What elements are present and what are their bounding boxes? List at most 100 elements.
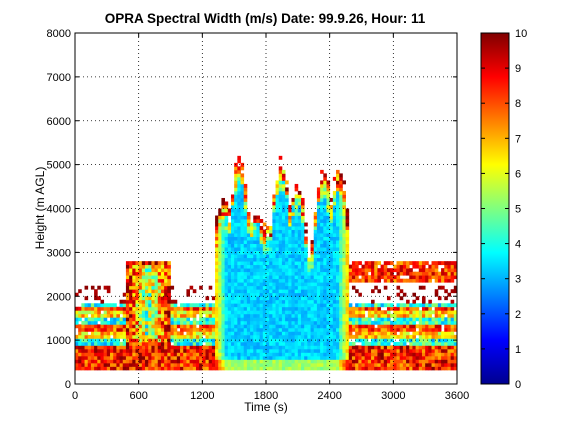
heatmap-cell: [329, 285, 334, 290]
heatmap-cell: [291, 320, 296, 325]
heatmap-cell: [428, 264, 432, 269]
heatmap-cell: [227, 296, 232, 301]
heatmap-cell: [234, 289, 238, 294]
heatmap-cell: [256, 275, 261, 280]
heatmap-cell: [275, 243, 280, 248]
heatmap-cell: [336, 250, 340, 255]
heatmap-cell: [272, 317, 276, 322]
heatmap-cell: [151, 359, 155, 364]
heatmap-cell: [281, 240, 286, 244]
heatmap-cell: [329, 275, 334, 280]
heatmap-cell: [307, 324, 311, 329]
heatmap-cell: [291, 229, 296, 234]
heatmap-cell: [259, 219, 264, 223]
heatmap-cell: [307, 355, 311, 360]
heatmap-cell: [304, 257, 308, 262]
heatmap-cell: [418, 348, 423, 353]
heatmap-cell: [294, 219, 299, 223]
heatmap-cell: [94, 320, 98, 325]
heatmap-cell: [173, 362, 178, 367]
heatmap-cell: [215, 278, 219, 283]
heatmap-cell: [154, 338, 159, 343]
heatmap-cell: [316, 275, 321, 280]
heatmap-cell: [75, 362, 79, 367]
heatmap-cell: [444, 359, 448, 364]
heatmap-cell: [304, 324, 308, 329]
heatmap-cell: [278, 341, 283, 346]
heatmap-cell: [367, 348, 372, 353]
heatmap-cell: [272, 355, 276, 360]
heatmap-cell: [332, 303, 337, 308]
heatmap-cell: [291, 236, 296, 241]
heatmap-cell: [227, 352, 232, 357]
heatmap-cell: [361, 317, 366, 322]
heatmap-cell: [450, 355, 455, 360]
heatmap-cell: [199, 345, 203, 350]
heatmap-cell: [304, 355, 308, 360]
y-tick-label: 4000: [47, 204, 71, 216]
heatmap-cell: [259, 327, 264, 332]
heatmap-cell: [243, 219, 248, 223]
heatmap-cell: [367, 366, 372, 371]
heatmap-cell: [215, 366, 219, 371]
heatmap-cell: [345, 222, 350, 227]
heatmap-cell: [288, 352, 292, 357]
heatmap-cell: [313, 215, 318, 220]
heatmap-cell: [355, 264, 359, 269]
heatmap-cell: [221, 229, 226, 234]
heatmap-cell: [164, 303, 168, 308]
heatmap-cell: [224, 219, 229, 223]
heatmap-cell: [320, 296, 324, 301]
heatmap-cell: [291, 275, 296, 280]
heatmap-cell: [380, 331, 385, 336]
heatmap-cell: [310, 254, 315, 259]
heatmap-cell: [336, 271, 340, 276]
heatmap-cell: [237, 254, 241, 259]
heatmap-cell: [336, 345, 340, 350]
heatmap-cell: [211, 359, 216, 364]
heatmap-cell: [246, 299, 251, 304]
heatmap-cell: [441, 334, 445, 339]
heatmap-cell: [304, 289, 308, 294]
heatmap-cell: [122, 303, 127, 308]
heatmap-cell: [447, 317, 452, 322]
heatmap-cell: [262, 299, 267, 304]
heatmap-cell: [234, 173, 238, 178]
heatmap-cell: [246, 303, 251, 308]
heatmap-cell: [361, 303, 366, 308]
heatmap-cell: [326, 212, 331, 216]
heatmap-cell: [199, 324, 203, 329]
heatmap-cell: [285, 187, 289, 192]
heatmap-cell: [301, 243, 305, 248]
heatmap-cell: [450, 310, 455, 315]
heatmap-cell: [132, 303, 136, 308]
heatmap-cell: [320, 240, 324, 244]
heatmap-cell: [154, 303, 159, 308]
heatmap-cell: [259, 257, 264, 262]
heatmap-cell: [110, 366, 114, 371]
heatmap-cell: [316, 306, 321, 311]
heatmap-cell: [402, 278, 407, 283]
heatmap-cell: [383, 331, 388, 336]
heatmap-cell: [202, 306, 206, 311]
heatmap-cell: [215, 247, 219, 252]
heatmap-cell: [326, 180, 331, 185]
heatmap-cell: [221, 303, 226, 308]
heatmap-cell: [269, 268, 273, 273]
x-tick-label: 1200: [190, 390, 214, 402]
heatmap-cell: [421, 313, 426, 318]
heatmap-cell: [437, 348, 442, 353]
heatmap-cell: [94, 352, 98, 357]
heatmap-cell: [259, 229, 264, 234]
heatmap-cell: [291, 299, 296, 304]
heatmap-cell: [218, 264, 222, 269]
heatmap-cell: [307, 352, 311, 357]
heatmap-cell: [227, 355, 232, 360]
heatmap-cell: [119, 359, 124, 364]
heatmap-cell: [421, 331, 426, 336]
heatmap-cell: [301, 334, 305, 339]
heatmap-cell: [192, 338, 197, 343]
heatmap-cell: [285, 278, 289, 283]
heatmap-cell: [329, 317, 334, 322]
heatmap-cell: [374, 278, 378, 283]
